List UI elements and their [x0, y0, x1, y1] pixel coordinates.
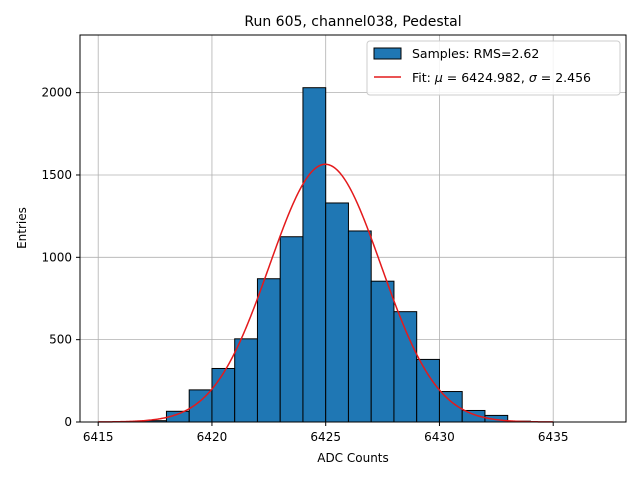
histogram-bars — [143, 87, 531, 423]
histogram-bar — [256, 278, 281, 423]
legend-fit-label: Fit: μ = 6424.982, σ = 2.456 — [412, 70, 591, 85]
histogram-bar — [279, 236, 304, 423]
legend-samples-label: Samples: RMS=2.62 — [412, 46, 539, 61]
chart-title: Run 605, channel038, Pedestal — [244, 14, 461, 30]
y-tick-label: 500 — [49, 333, 72, 347]
legend-fit-prefix: Fit: — [412, 70, 435, 85]
legend-mu-value: 6424.982 — [461, 70, 521, 85]
legend-sigma-value: 2.456 — [555, 70, 591, 85]
x-axis-label: ADC Counts — [317, 451, 389, 465]
legend-separator: , — [521, 70, 529, 85]
y-tick-label: 2000 — [41, 86, 72, 100]
histogram-bar — [370, 280, 395, 423]
legend-box — [366, 40, 621, 96]
histogram-bar — [211, 367, 236, 423]
x-tick-label: 6415 — [83, 430, 114, 444]
histogram-bar — [325, 202, 349, 423]
legend-bar-swatch — [373, 47, 402, 60]
histogram-bar — [302, 87, 327, 423]
histogram-bar — [347, 230, 372, 423]
legend: Samples: RMS=2.62 Fit: μ = 6424.982, σ =… — [366, 40, 621, 96]
x-tick-label: 6420 — [197, 430, 228, 444]
legend-mu-equals: = — [443, 70, 461, 85]
legend-sigma-equals: = — [537, 70, 555, 85]
y-tick-label: 1500 — [41, 168, 72, 182]
legend-mu-symbol: μ — [434, 70, 443, 85]
legend-sigma-symbol: σ — [529, 70, 538, 85]
histogram-bar — [416, 358, 440, 423]
histogram-bar — [234, 338, 258, 423]
x-tick-label: 6425 — [310, 430, 341, 444]
x-tick-label: 6430 — [424, 430, 455, 444]
y-tick-label: 1000 — [41, 250, 72, 264]
y-axis-label: Entries — [15, 207, 29, 249]
fit-curve — [98, 163, 554, 423]
y-tick-label: 0 — [64, 415, 72, 429]
plot-frame — [79, 34, 627, 423]
x-axis-ticks: 6415 6420 6425 6430 6435 — [83, 422, 569, 444]
x-tick-label: 6435 — [538, 430, 569, 444]
y-axis-ticks: 0 500 1000 1500 2000 — [41, 86, 80, 429]
